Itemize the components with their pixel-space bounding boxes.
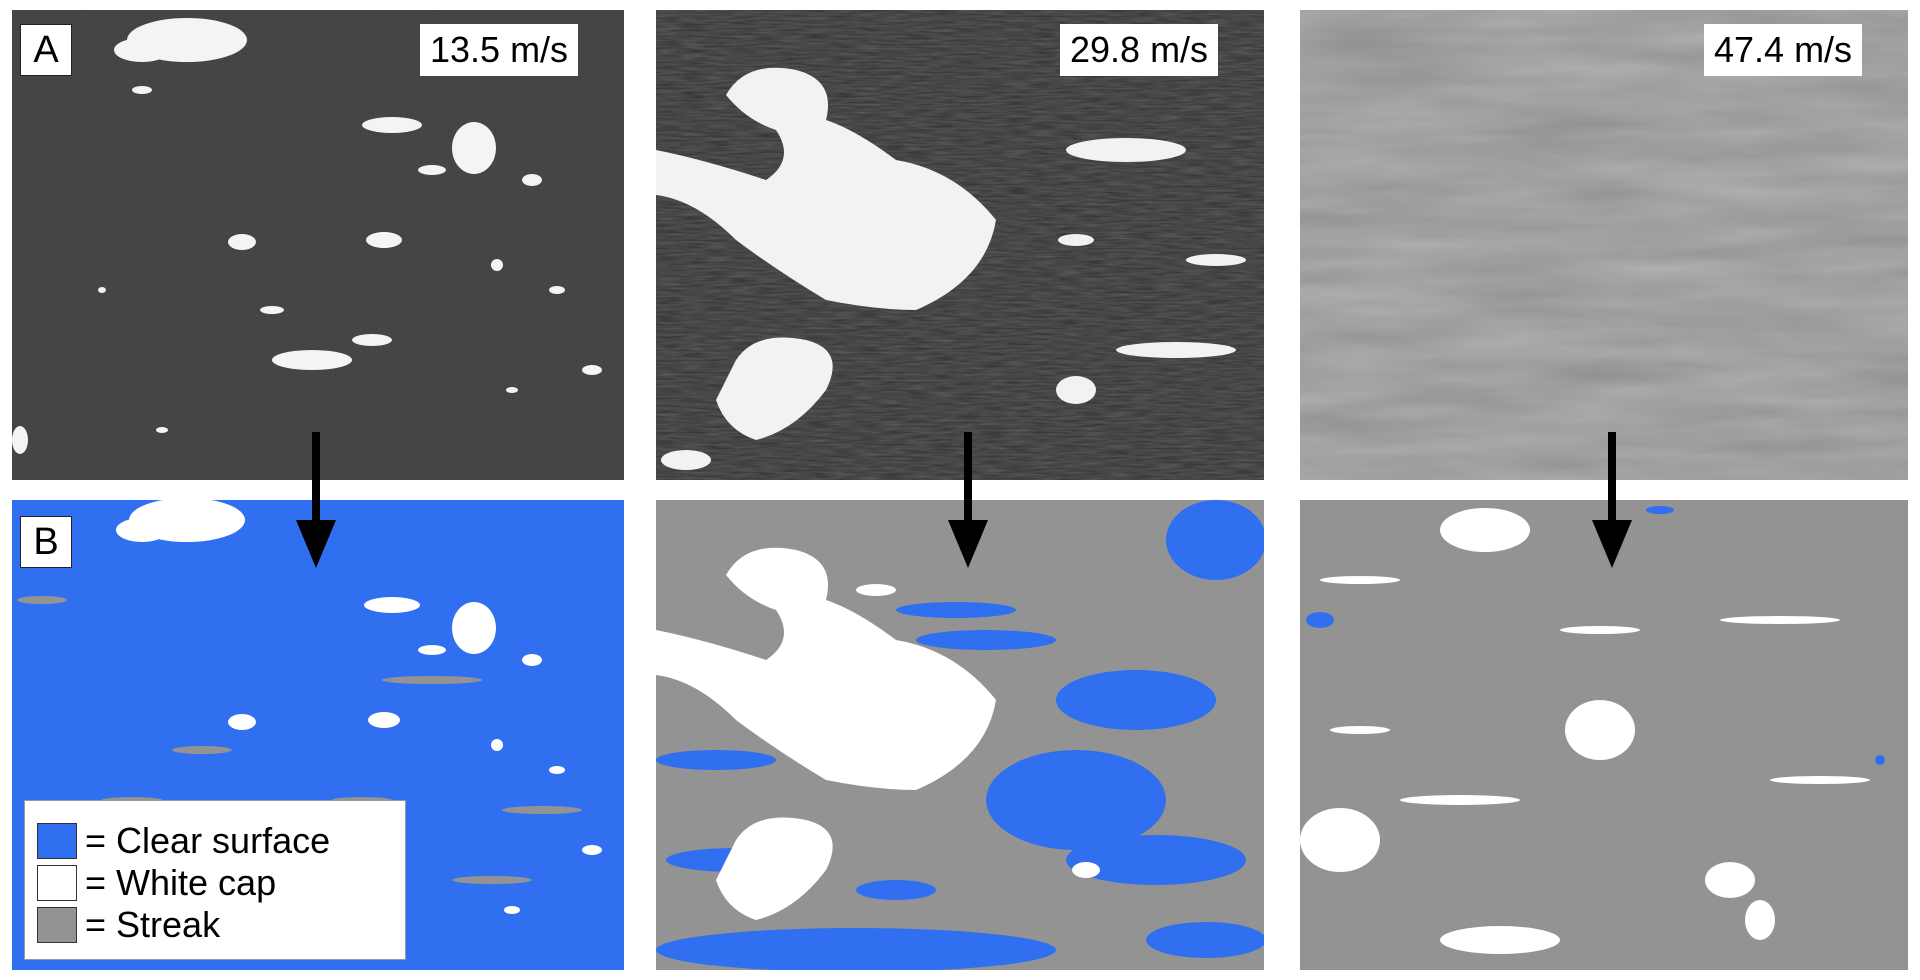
legend-item-white-cap: = White cap [37, 862, 277, 903]
legend-item-clear-surface: = Clear surface [37, 820, 331, 861]
photo-panel-29-8 [656, 10, 1264, 480]
legend-swatch-streak [37, 907, 77, 943]
down-arrow-icon [948, 432, 988, 568]
down-arrow-icon [296, 432, 336, 568]
panel-label-b: B [20, 516, 72, 568]
wind-speed-label-3: 47.4 m/s [1704, 24, 1863, 76]
legend: = Clear surface = White cap = Streak [24, 800, 406, 960]
panel-label-a: A [20, 24, 72, 76]
photo-panel-13-5 [12, 10, 624, 480]
photo-panel-47-4 [1300, 10, 1908, 480]
wind-speed-label-2: 29.8 m/s [1060, 24, 1219, 76]
legend-swatch-clear-surface [37, 823, 77, 859]
wind-speed-label-1: 13.5 m/s [420, 24, 579, 76]
legend-label-white-cap: = White cap [85, 862, 277, 903]
legend-label-clear-surface: = Clear surface [85, 820, 331, 861]
legend-swatch-white-cap [37, 865, 77, 901]
down-arrow-icon [1592, 432, 1632, 568]
classified-panel-47-4 [1300, 500, 1908, 970]
legend-item-streak: = Streak [37, 904, 221, 945]
legend-label-streak: = Streak [85, 904, 221, 945]
classified-panel-29-8 [656, 500, 1264, 970]
